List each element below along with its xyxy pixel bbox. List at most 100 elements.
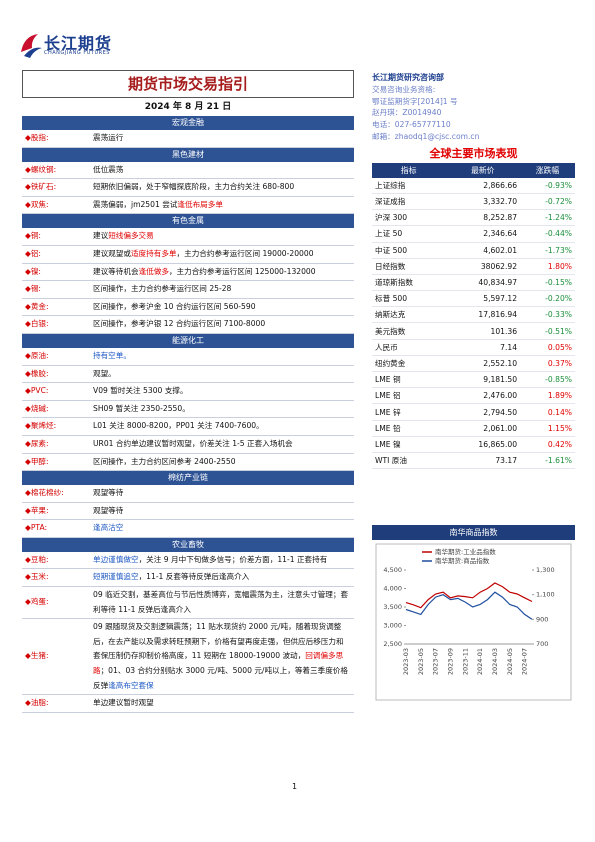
content-text: 区间操作，主力合约参考运行区间 25-28 bbox=[93, 284, 232, 294]
market-row: 深证成指 3,332.70 -0.72% bbox=[372, 193, 575, 211]
content-text: 观望等待 bbox=[93, 505, 124, 515]
content-text: 单边建议暂时观望 bbox=[93, 698, 154, 708]
y-tick-label: 4,500 bbox=[383, 566, 402, 574]
content-text: 观望等待 bbox=[93, 488, 124, 498]
item-label-cell: ◆聚烯烃: bbox=[22, 417, 90, 436]
item-label: 油脂: bbox=[30, 698, 49, 708]
market-value: 3,332.70 bbox=[445, 193, 521, 211]
contact-line: 交易咨询业务资格: bbox=[372, 84, 436, 94]
y2-tick-label: 900 bbox=[536, 615, 548, 623]
market-name: WTI 原油 bbox=[372, 452, 446, 470]
content-text: 震荡偏弱，jm2501 尝试 bbox=[93, 199, 178, 209]
legend-label: 南华期货:商品指数 bbox=[435, 556, 490, 565]
item-content: 短期依旧偏弱，处于窄幅探底阶段，主力合约关注 680-800 bbox=[90, 178, 354, 197]
market-value: 38062.92 bbox=[445, 258, 521, 275]
market-value: 2,866.66 bbox=[445, 177, 521, 194]
content-text: ，主力合约参考运行区间 19000-20000 bbox=[176, 248, 314, 258]
column-header: 指标 bbox=[372, 162, 446, 178]
x-tick-label: 2023-05 bbox=[417, 648, 425, 675]
market-row: 美元指数 101.36 -0.51% bbox=[372, 322, 575, 340]
market-value: -0.85% bbox=[520, 371, 575, 389]
market-row: 纳斯达克 17,816.94 -0.33% bbox=[372, 306, 575, 324]
content-text: 逢高沽空 bbox=[93, 523, 124, 533]
content-text: 建议观望或 bbox=[93, 248, 131, 258]
content-text: SH09 暂关注 2350-2550。 bbox=[93, 403, 190, 413]
item-label: 镍: bbox=[30, 266, 41, 276]
content-text: 短期依旧偏弱，处于窄幅探底阶段，主力合约关注 680-800 bbox=[93, 182, 295, 192]
market-row: 沪深 300 8,252.87 -1.24% bbox=[372, 209, 575, 227]
contact-line: 电话：027-65777110 bbox=[372, 120, 451, 130]
y-tick-label: 3,000 bbox=[383, 622, 402, 630]
market-value: -0.15% bbox=[520, 274, 575, 292]
item-row: ◆PVC: V09 暂时关注 5300 支撑。 bbox=[22, 382, 354, 401]
market-row: 人民币 7.14 0.05% bbox=[372, 339, 575, 356]
bullet: ◆ bbox=[25, 266, 31, 276]
series-line bbox=[405, 591, 533, 620]
content-text: 逢高布空套保 bbox=[108, 680, 154, 690]
item-label: 鸡蛋: bbox=[30, 597, 49, 607]
item-row: ◆铝: 建议观望或适度持有多单，主力合约参考运行区间 19000-20000 bbox=[22, 245, 354, 264]
market-value: 73.17 bbox=[445, 452, 521, 470]
item-row: ◆镍: 建议等待机会逢低做多，主力合约参考运行区间 125000-132000 bbox=[22, 263, 354, 282]
item-content: 09 临近交割，基差高位与节后性质博弈，宽幅震荡为主，注意头寸管理；套利等待 1… bbox=[90, 586, 354, 620]
content-text: 单边谨慎做空 bbox=[93, 554, 139, 564]
market-row: LME 铜 9,181.50 -0.85% bbox=[372, 371, 575, 389]
market-table: 指标 最新价 涨跌幅 上证综指 2,866.66 -0.93% 深证成指 3,332.70 -0… bbox=[372, 162, 575, 470]
item-label: 尿素: bbox=[30, 438, 49, 448]
bullet: ◆ bbox=[25, 438, 31, 448]
item-content: 建议观望或适度持有多单，主力合约参考运行区间 19000-20000 bbox=[90, 245, 354, 264]
item-content: 短期谨慎追空，11-1 反套等待反弹后逢高介入 bbox=[90, 568, 354, 588]
bullet: ◆ bbox=[25, 572, 31, 582]
market-name: 中证 500 bbox=[372, 242, 446, 259]
market-value: 4,602.01 bbox=[445, 242, 521, 259]
item-label-cell: ◆铜: bbox=[22, 228, 90, 246]
bullet: ◆ bbox=[25, 368, 31, 378]
series-line bbox=[405, 582, 533, 609]
item-label-cell: ◆股指: bbox=[22, 130, 90, 148]
item-label: PTA: bbox=[30, 523, 48, 533]
market-value: -1.24% bbox=[520, 209, 575, 227]
item-row: ◆甲醇: 区间操作，主力合约区间参考 2400-2550 bbox=[22, 453, 354, 472]
market-value: 0.42% bbox=[520, 436, 575, 453]
contact-line: 赵丹琪：Z0014940 bbox=[372, 108, 442, 118]
content-text: 短期谨慎追空 bbox=[93, 572, 139, 582]
market-name: 上证 50 bbox=[372, 225, 446, 243]
column-header: 涨跌幅 bbox=[520, 162, 575, 178]
market-value: 40,834.97 bbox=[445, 274, 521, 292]
bullet: ◆ bbox=[25, 248, 31, 258]
content-text: 震荡运行 bbox=[93, 133, 124, 142]
content-text: ，11-1 反套等待反弹后逢高介入 bbox=[138, 572, 250, 582]
content-text: 09 临近交割，基差高位与节后性质博弈，宽幅震荡为主，注意头寸管理；套利等待 1… bbox=[93, 590, 349, 614]
item-row: ◆油脂: 单边建议暂时观望 bbox=[22, 694, 354, 713]
item-content: UR01 合约单边建议暂时观望，价差关注 1-5 正套入场机会 bbox=[90, 435, 354, 454]
item-label: 股指: bbox=[30, 133, 49, 142]
item-label-cell: ◆锡: bbox=[22, 280, 90, 299]
y2-tick-label: 700 bbox=[536, 640, 548, 648]
item-label-cell: ◆苹果: bbox=[22, 502, 90, 521]
section-title: 能源化工 bbox=[22, 333, 354, 348]
item-row: ◆白银: 区间操作，参考沪银 12 合约运行区间 7100-8000 bbox=[22, 315, 354, 334]
market-value: 1.80% bbox=[520, 258, 575, 275]
y2-tick-label: 1,300 bbox=[536, 566, 555, 574]
item-label: 玉米: bbox=[30, 572, 49, 582]
market-row: 日经指数 38062.92 1.80% bbox=[372, 258, 575, 275]
market-name: LME 铜 bbox=[372, 371, 446, 389]
bullet: ◆ bbox=[25, 301, 31, 311]
x-tick-label: 2024-03 bbox=[491, 648, 499, 675]
market-value: 2,476.00 bbox=[445, 387, 521, 405]
bullet: ◆ bbox=[25, 488, 31, 498]
content-text: ；01、03 合约分别贴水 3000 元/吨、5000 元/吨以上，等着三季度价… bbox=[93, 666, 348, 690]
section-title: 宏观金融 bbox=[22, 116, 354, 130]
x-tick-label: 2024-01 bbox=[476, 648, 484, 675]
bullet: ◆ bbox=[25, 386, 31, 396]
department: 长江期货研究咨询部 bbox=[372, 73, 444, 82]
item-row: ◆生猪: 09 跟随现货及交割逻辑震荡；11 贴水现货约 2000 元/吨，随着现… bbox=[22, 618, 354, 696]
market-row: 纽约黄金 2,552.10 0.37% bbox=[372, 355, 575, 373]
item-row: ◆螺纹钢: 低位震荡 bbox=[22, 161, 354, 180]
item-content: 单边建议暂时观望 bbox=[90, 694, 354, 713]
item-label: 生猪: bbox=[30, 651, 49, 661]
content-text: 建议 bbox=[93, 231, 109, 241]
content-text: 建议等待机会 bbox=[93, 266, 139, 276]
content-text: 逢低做多 bbox=[138, 266, 169, 276]
market-value: 8,252.87 bbox=[445, 209, 521, 227]
